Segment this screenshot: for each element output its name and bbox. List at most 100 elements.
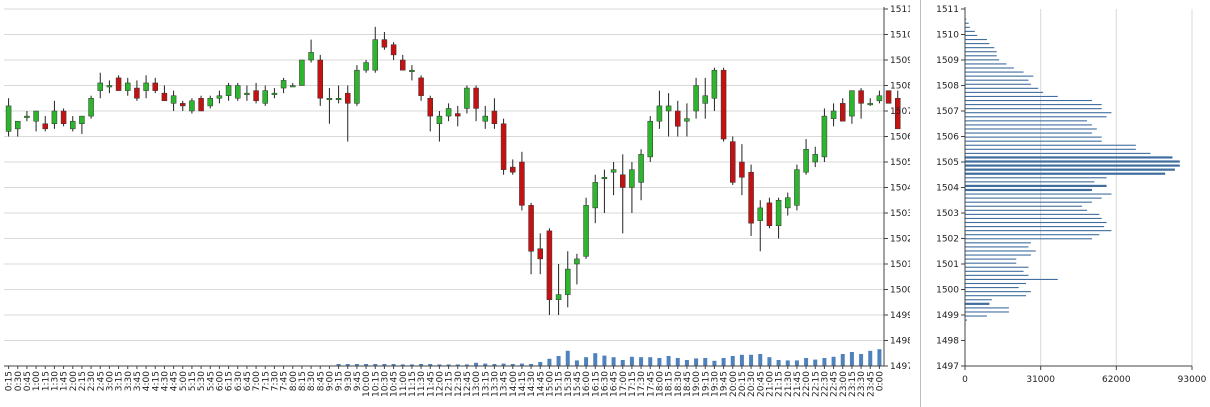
volume-bar — [474, 362, 479, 366]
volume-bar — [336, 364, 341, 366]
volume-bar — [877, 349, 882, 366]
profile-bar — [965, 55, 997, 57]
x-tick-label: 2:45 — [96, 371, 106, 391]
x-tick-label: 20:45 — [756, 371, 766, 397]
profile-bar — [965, 315, 987, 317]
profile-x-tick-label: 62000 — [1102, 375, 1131, 385]
profile-bar — [965, 311, 1009, 313]
x-tick-label: 0:00 — [875, 371, 885, 391]
profile-bar — [965, 234, 1100, 236]
profile-bar — [965, 140, 1102, 142]
profile-bar — [965, 87, 1039, 89]
profile-bar — [965, 209, 1088, 211]
y-tick-label: 1497 — [890, 362, 910, 372]
x-tick-label: 6:45 — [243, 371, 253, 391]
candle-body — [876, 95, 883, 102]
profile-bar — [965, 184, 1107, 188]
candle-body — [15, 120, 21, 130]
candle-body — [766, 202, 773, 227]
profile-bar — [965, 83, 1031, 85]
candle-body — [812, 154, 818, 163]
volume-bar — [694, 358, 699, 366]
candle-body — [24, 115, 30, 118]
profile-bar — [965, 99, 1092, 102]
candle-body — [125, 82, 131, 91]
candle-body — [88, 98, 94, 117]
x-tick-label: 18:45 — [683, 371, 693, 397]
profile-bar — [965, 91, 1044, 93]
volume-bar — [813, 359, 818, 366]
x-tick-label: 11:45 — [426, 371, 436, 397]
x-tick-label: 10:15 — [371, 371, 381, 397]
volume-bar — [556, 356, 561, 366]
candlestick-chart: 1497 1498 1499 1500 1501 1502 1503 1504 1505 1506… — [4, 5, 910, 397]
profile-x-tick-label: 31000 — [1026, 375, 1055, 385]
volume-bar — [684, 360, 689, 366]
x-tick-label: 10:45 — [390, 371, 400, 397]
profile-bar — [965, 168, 1175, 171]
x-tick-label: 3:45 — [133, 371, 143, 391]
candle-body — [262, 90, 268, 104]
profile-bar — [965, 302, 990, 305]
profile-y-tick-label: 1499 — [936, 311, 959, 321]
profile-bar — [965, 51, 997, 53]
candle-body — [528, 205, 534, 252]
candle-body — [372, 39, 378, 71]
candle-body — [198, 98, 204, 112]
x-tick-label: 7:45 — [280, 371, 290, 391]
y-tick-label: 1511 — [890, 5, 910, 15]
volume-bar — [794, 360, 799, 366]
profile-bar — [965, 38, 987, 41]
x-tick-label: 21:15 — [775, 371, 785, 397]
x-tick-label: 5:45 — [206, 371, 216, 391]
y-tick-label: 1505 — [890, 158, 910, 168]
x-tick-label: 23:00 — [839, 371, 849, 397]
candle-body — [308, 52, 314, 61]
candle-body — [115, 77, 122, 91]
candle-body — [5, 105, 12, 132]
candle-body — [381, 39, 388, 48]
volume-bar — [529, 364, 534, 366]
x-tick-label: 1:15 — [41, 371, 51, 391]
y-tick-label: 1508 — [890, 82, 910, 92]
x-tick-label: 19:15 — [701, 371, 711, 397]
candle-body — [134, 87, 140, 99]
volume-bar — [831, 356, 836, 366]
candle-body — [106, 85, 113, 88]
profile-bar — [965, 201, 1092, 203]
volume-bar — [437, 364, 442, 366]
candle-body — [592, 182, 598, 209]
x-tick-label: 8:15 — [298, 371, 308, 391]
profile-bars — [965, 18, 1180, 321]
volume-bar — [354, 364, 359, 366]
profile-bar — [965, 177, 1107, 179]
volume-bar — [373, 364, 378, 366]
candle-body — [409, 69, 415, 72]
volume-bar — [730, 356, 735, 366]
volume-bar — [602, 355, 607, 366]
candle-body — [757, 207, 763, 221]
candle-body — [161, 92, 168, 102]
x-tick-label: 2:00 — [69, 371, 79, 391]
candle-body — [60, 110, 67, 124]
profile-y-tick-label: 1510 — [936, 31, 959, 41]
profile-bar — [965, 242, 1031, 244]
candle-body — [317, 59, 323, 99]
candle-body — [794, 169, 800, 206]
candle-body — [390, 44, 397, 56]
volume-bar — [584, 357, 589, 366]
volume-bar — [758, 354, 763, 366]
candle-body — [565, 268, 571, 295]
volume-bar — [382, 364, 387, 366]
candle-body — [840, 103, 846, 122]
volume-bar — [868, 350, 873, 366]
profile-bar — [965, 307, 1009, 309]
candle-body — [152, 82, 158, 91]
profile-bar — [965, 128, 1097, 130]
x-tick-label: 8:30 — [307, 371, 317, 391]
candle-body — [629, 169, 635, 188]
x-tick-label: 6:30 — [234, 371, 244, 391]
x-tick-label: 13:30 — [490, 371, 500, 397]
